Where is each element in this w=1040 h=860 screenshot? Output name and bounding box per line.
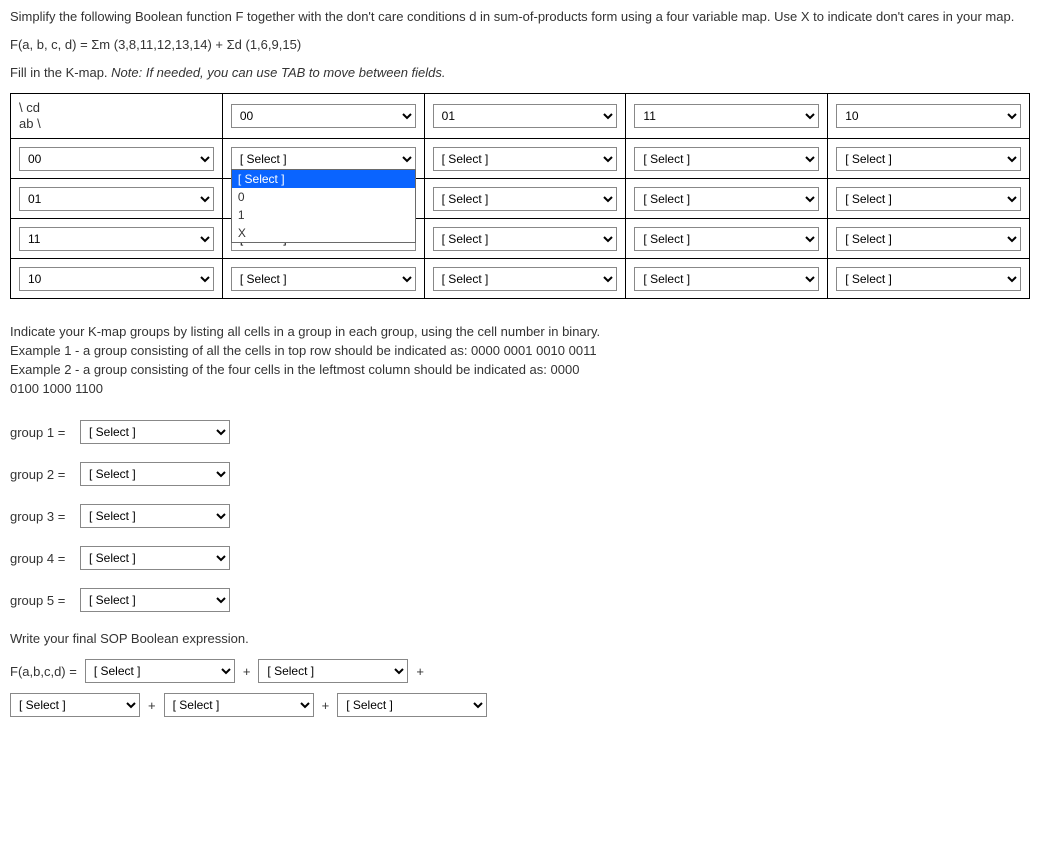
kmap-cell-00-00-dropdown[interactable]: [ Select ] 0 1 X [231, 169, 416, 243]
dropdown-option-select[interactable]: [ Select ] [232, 170, 415, 188]
sop-instruction: Write your final SOP Boolean expression. [10, 630, 1030, 649]
sop-term-2[interactable]: [ Select ] [258, 659, 408, 683]
group-5-label: group 5 = [10, 593, 72, 608]
boolean-formula: F(a, b, c, d) = Σm (3,8,11,12,13,14) + Σ… [10, 36, 1030, 54]
kmap-cell-01-01[interactable]: [ Select ] [433, 187, 618, 211]
group-3-select[interactable]: [ Select ] [80, 504, 230, 528]
kmap-cell-11-11[interactable]: [ Select ] [634, 227, 819, 251]
col-header-11[interactable]: 11 [634, 104, 819, 128]
kmap-cell-00-01[interactable]: [ Select ] [433, 147, 618, 171]
kmap-cell-01-11[interactable]: [ Select ] [634, 187, 819, 211]
dropdown-option-x[interactable]: X [232, 224, 415, 242]
kmap-cell-11-10[interactable]: [ Select ] [836, 227, 1021, 251]
group-1-label: group 1 = [10, 425, 72, 440]
corner-top: \ cd [19, 100, 214, 116]
kmap-cell-10-11[interactable]: [ Select ] [634, 267, 819, 291]
dropdown-option-1[interactable]: 1 [232, 206, 415, 224]
tab-note: Note: If needed, you can use TAB to move… [111, 65, 445, 80]
row-header-10[interactable]: 10 [19, 267, 214, 291]
dropdown-option-0[interactable]: 0 [232, 188, 415, 206]
sop-term-3[interactable]: [ Select ] [10, 693, 140, 717]
group-1-select[interactable]: [ Select ] [80, 420, 230, 444]
groups-instruction-1: Indicate your K-map groups by listing al… [10, 323, 610, 342]
row-header-01[interactable]: 01 [19, 187, 214, 211]
plus-icon: + [241, 664, 253, 679]
plus-icon: + [320, 698, 332, 713]
kmap-corner: \ cd ab \ [11, 93, 223, 139]
row-header-00[interactable]: 00 [19, 147, 214, 171]
kmap-cell-11-01[interactable]: [ Select ] [433, 227, 618, 251]
kmap-cell-01-10[interactable]: [ Select ] [836, 187, 1021, 211]
group-2-label: group 2 = [10, 467, 72, 482]
row-header-11[interactable]: 11 [19, 227, 214, 251]
prompt-line-2: Fill in the K-map. Note: If needed, you … [10, 64, 1030, 82]
kmap-table: \ cd ab \ 00 01 11 10 00 [ Select ] [ Se… [10, 93, 1030, 300]
kmap-cell-10-01[interactable]: [ Select ] [433, 267, 618, 291]
plus-icon: + [146, 698, 158, 713]
kmap-cell-00-00[interactable]: [ Select ] [231, 147, 416, 171]
col-header-00[interactable]: 00 [231, 104, 416, 128]
kmap-cell-10-10[interactable]: [ Select ] [836, 267, 1021, 291]
group-4-select[interactable]: [ Select ] [80, 546, 230, 570]
col-header-01[interactable]: 01 [433, 104, 618, 128]
sop-term-1[interactable]: [ Select ] [85, 659, 235, 683]
group-2-select[interactable]: [ Select ] [80, 462, 230, 486]
groups-example-2: Example 2 - a group consisting of the fo… [10, 361, 610, 399]
group-4-label: group 4 = [10, 551, 72, 566]
corner-bottom: ab \ [19, 116, 214, 132]
sop-term-5[interactable]: [ Select ] [337, 693, 487, 717]
group-5-select[interactable]: [ Select ] [80, 588, 230, 612]
kmap-cell-00-10[interactable]: [ Select ] [836, 147, 1021, 171]
col-header-10[interactable]: 10 [836, 104, 1021, 128]
sop-lhs: F(a,b,c,d) = [10, 664, 77, 679]
prompt-line-1: Simplify the following Boolean function … [10, 8, 1030, 26]
kmap-cell-10-00[interactable]: [ Select ] [231, 267, 416, 291]
fillin-text: Fill in the K-map. [10, 65, 111, 80]
group-3-label: group 3 = [10, 509, 72, 524]
groups-example-1: Example 1 - a group consisting of all th… [10, 342, 610, 361]
kmap-cell-00-11[interactable]: [ Select ] [634, 147, 819, 171]
sop-term-4[interactable]: [ Select ] [164, 693, 314, 717]
plus-icon: + [414, 664, 426, 679]
